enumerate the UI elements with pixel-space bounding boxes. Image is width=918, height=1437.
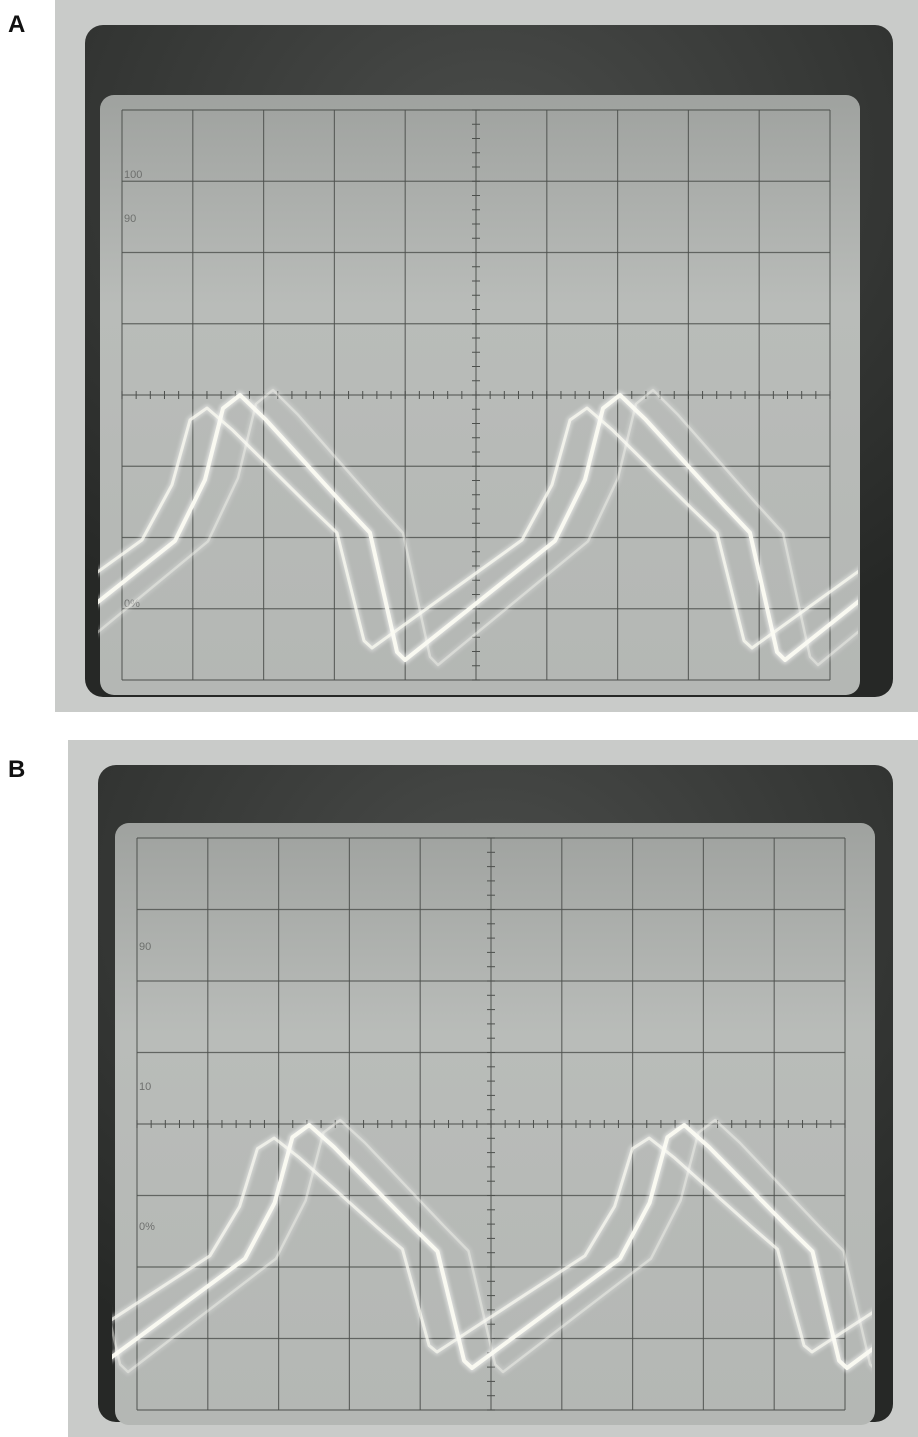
scale-label: 0% bbox=[139, 1221, 155, 1233]
scale-label: 10 bbox=[139, 1081, 151, 1093]
oscilloscope-photo: 90 10 0% bbox=[0, 740, 918, 1437]
scale-label: 90 bbox=[124, 213, 136, 225]
panel-label: A bbox=[8, 11, 25, 38]
scale-label: 90 bbox=[139, 941, 151, 953]
figure: A B 100 90 0%90 10 0% bbox=[0, 0, 918, 1437]
panel-label: B bbox=[8, 756, 25, 783]
scale-label: 100 bbox=[124, 169, 142, 181]
